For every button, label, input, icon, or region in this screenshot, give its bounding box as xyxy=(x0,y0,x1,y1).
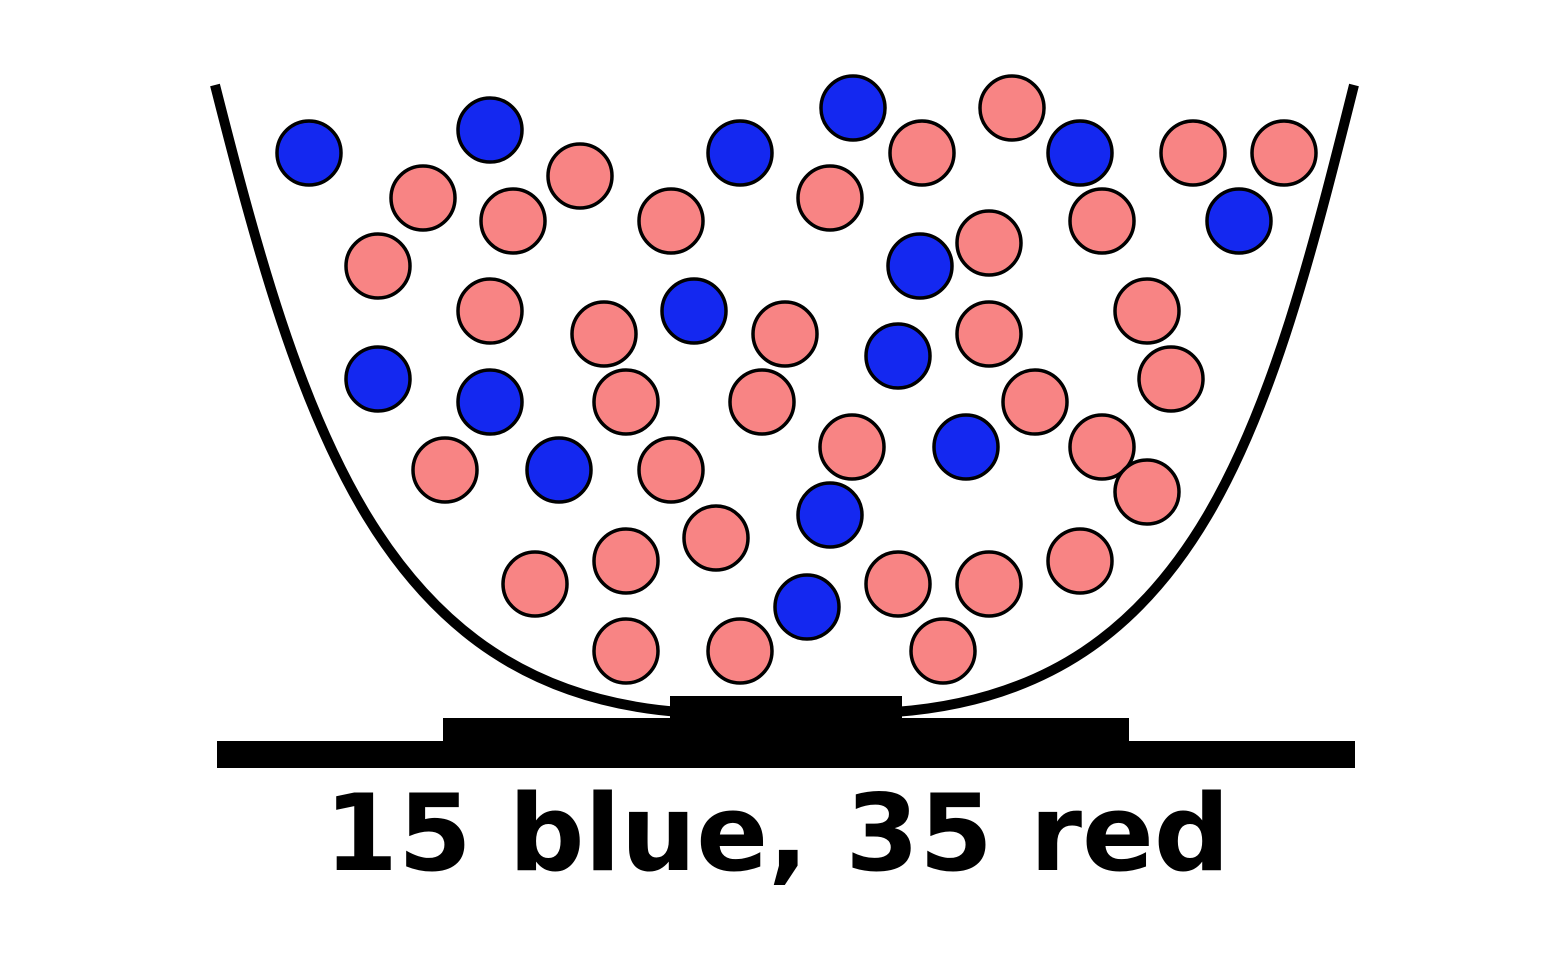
red-marble xyxy=(501,550,569,618)
red-marble xyxy=(592,617,660,685)
blue-marble xyxy=(1205,187,1273,255)
red-marble xyxy=(592,368,660,436)
red-marble xyxy=(978,74,1046,142)
red-marble xyxy=(479,187,547,255)
blue-marble xyxy=(275,119,343,187)
red-marble xyxy=(1250,119,1318,187)
red-marble xyxy=(1113,277,1181,345)
blue-marble xyxy=(706,119,774,187)
red-marble xyxy=(1137,345,1205,413)
blue-marble xyxy=(932,413,1000,481)
red-marble xyxy=(1159,119,1227,187)
red-marble xyxy=(682,504,750,572)
red-marble xyxy=(1068,413,1136,481)
blue-marble xyxy=(344,345,412,413)
red-marble xyxy=(1068,187,1136,255)
red-marble xyxy=(955,300,1023,368)
red-marble xyxy=(706,617,774,685)
red-marble xyxy=(456,277,524,345)
red-marble xyxy=(546,142,614,210)
marble-count-caption: 15 blue, 35 red xyxy=(324,772,1230,895)
red-marble xyxy=(570,300,638,368)
red-marble xyxy=(411,436,479,504)
red-marble xyxy=(637,187,705,255)
red-marble xyxy=(728,368,796,436)
red-marble xyxy=(955,209,1023,277)
blue-marble xyxy=(525,436,593,504)
red-marble xyxy=(592,527,660,595)
red-marble xyxy=(796,164,864,232)
blue-marble xyxy=(864,322,932,390)
red-marble xyxy=(344,232,412,300)
blue-marble xyxy=(886,232,954,300)
red-marble xyxy=(909,617,977,685)
blue-marble xyxy=(660,277,728,345)
blue-marble xyxy=(1046,119,1114,187)
red-marble xyxy=(1046,527,1114,595)
red-marble xyxy=(864,550,932,618)
blue-marble xyxy=(819,74,887,142)
marbles-group xyxy=(275,74,1318,685)
blue-marble xyxy=(456,96,524,164)
blue-marble xyxy=(796,481,864,549)
red-marble xyxy=(751,300,819,368)
base-bar xyxy=(217,741,1355,768)
red-marble xyxy=(888,119,956,187)
red-marble xyxy=(637,436,705,504)
base-step xyxy=(443,718,1129,744)
bowl-outline xyxy=(210,83,1359,717)
red-marble xyxy=(1113,458,1181,526)
blue-marble xyxy=(773,573,841,641)
blue-marble xyxy=(456,368,524,436)
red-marble xyxy=(955,550,1023,618)
red-marble xyxy=(1001,368,1069,436)
red-marble xyxy=(389,164,457,232)
red-marble xyxy=(818,413,886,481)
